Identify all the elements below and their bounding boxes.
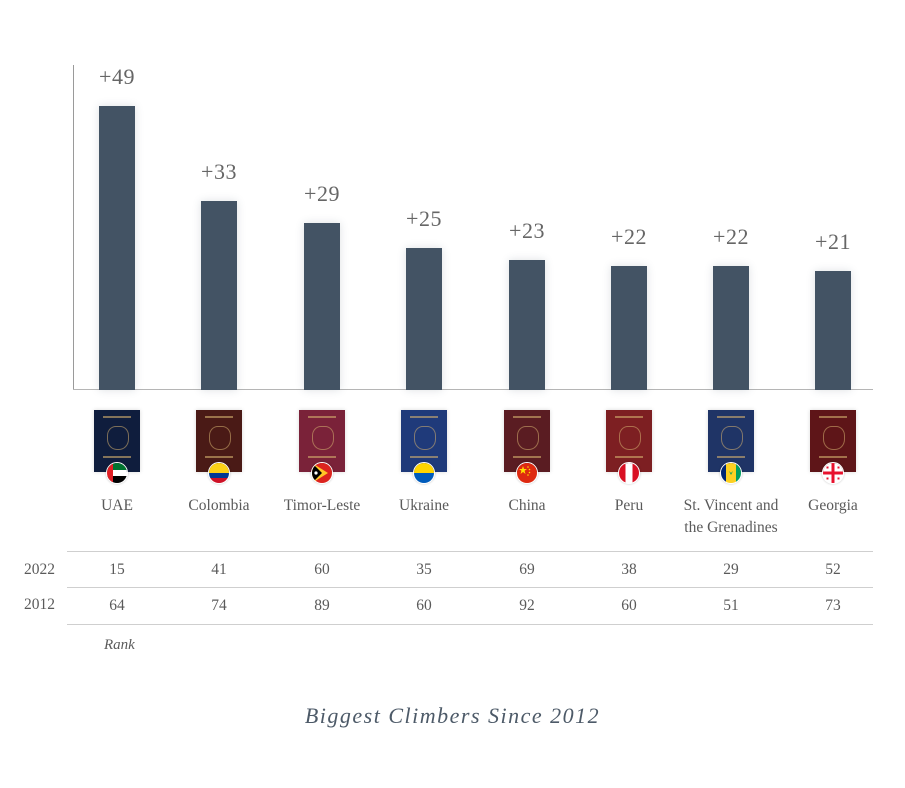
table-divider-middle (67, 587, 873, 588)
bar-value-label: +49 (99, 64, 135, 89)
passport-timor-leste-icon (299, 410, 345, 472)
rank-2022-cell: 69 (519, 561, 535, 578)
country-label-peru: Peru (614, 497, 644, 514)
bar-value-label: +23 (509, 218, 545, 243)
rank-2012-cell: 92 (519, 597, 535, 614)
bar-value-label: +29 (304, 181, 340, 206)
bar-st-vincent-and-the-grenadines (713, 266, 749, 390)
bar-value-label: +21 (815, 229, 851, 254)
passport-st-vincent-and-the-grenadines-icon (708, 410, 754, 472)
x-axis (73, 389, 873, 390)
country-label-line1: St. Vincent and (683, 497, 779, 514)
row-label-2012: 2012 (24, 596, 55, 613)
bar-peru (611, 266, 647, 390)
ukraine-flag-icon (413, 462, 435, 484)
table-divider-bottom (67, 624, 873, 625)
country-label-timor-leste: Timor-Leste (283, 497, 361, 514)
bar-value-label: +33 (201, 159, 237, 184)
rank-2012-cell: 74 (211, 597, 227, 614)
rank-2012-cell: 64 (109, 597, 125, 614)
country-label-china: China (508, 497, 546, 514)
bar-uae (99, 106, 135, 390)
bar-value-label: +25 (406, 206, 442, 231)
passport-uae-icon (94, 410, 140, 472)
passport-peru-icon (606, 410, 652, 472)
bar-colombia (201, 201, 237, 390)
rank-2012-cell: 60 (621, 597, 637, 614)
y-axis (73, 65, 74, 390)
table-divider-top (67, 551, 873, 552)
rank-2022-cell: 35 (416, 561, 432, 578)
passport-georgia-icon (810, 410, 856, 472)
passport-colombia-icon (196, 410, 242, 472)
rank-2012-cell: 51 (723, 597, 739, 614)
uae-flag-icon (106, 462, 128, 484)
country-label-colombia: Colombia (188, 497, 250, 514)
rank-2022-cell: 38 (621, 561, 637, 578)
passport-ukraine-icon (401, 410, 447, 472)
rank-2022-cell: 29 (723, 561, 739, 578)
st-vincent-flag-icon (720, 462, 742, 484)
bar-georgia (815, 271, 851, 390)
colombia-flag-icon (208, 462, 230, 484)
country-label-ukraine: Ukraine (399, 497, 449, 514)
rank-2012-cell: 60 (416, 597, 432, 614)
bar-ukraine (406, 248, 442, 390)
country-label-uae: UAE (101, 497, 133, 514)
rank-2022-cell: 15 (109, 561, 125, 578)
bar-value-label: +22 (713, 224, 749, 249)
rank-2012-cell: 73 (825, 597, 841, 614)
bar-value-label: +22 (611, 224, 647, 249)
country-label-georgia: Georgia (808, 497, 858, 514)
bar-china (509, 260, 545, 390)
china-flag-icon (516, 462, 538, 484)
rank-label: Rank (104, 637, 135, 653)
rank-2022-cell: 52 (825, 561, 841, 578)
chart-title: Biggest Climbers Since 2012 (304, 703, 601, 728)
row-label-2022: 2022 (24, 561, 55, 578)
timor-leste-flag-icon (311, 462, 333, 484)
peru-flag-icon (618, 462, 640, 484)
rank-2012-cell: 89 (314, 597, 330, 614)
rank-2022-cell: 60 (314, 561, 330, 578)
country-label-line2: the Grenadines (684, 519, 778, 536)
georgia-flag-icon (822, 462, 844, 484)
passport-china-icon (504, 410, 550, 472)
country-label-st-vincent-and-the-grenadines: St. Vincent and the Grenadines (666, 495, 796, 539)
bar-timor-leste (304, 223, 340, 390)
rank-2022-cell: 41 (211, 561, 227, 578)
